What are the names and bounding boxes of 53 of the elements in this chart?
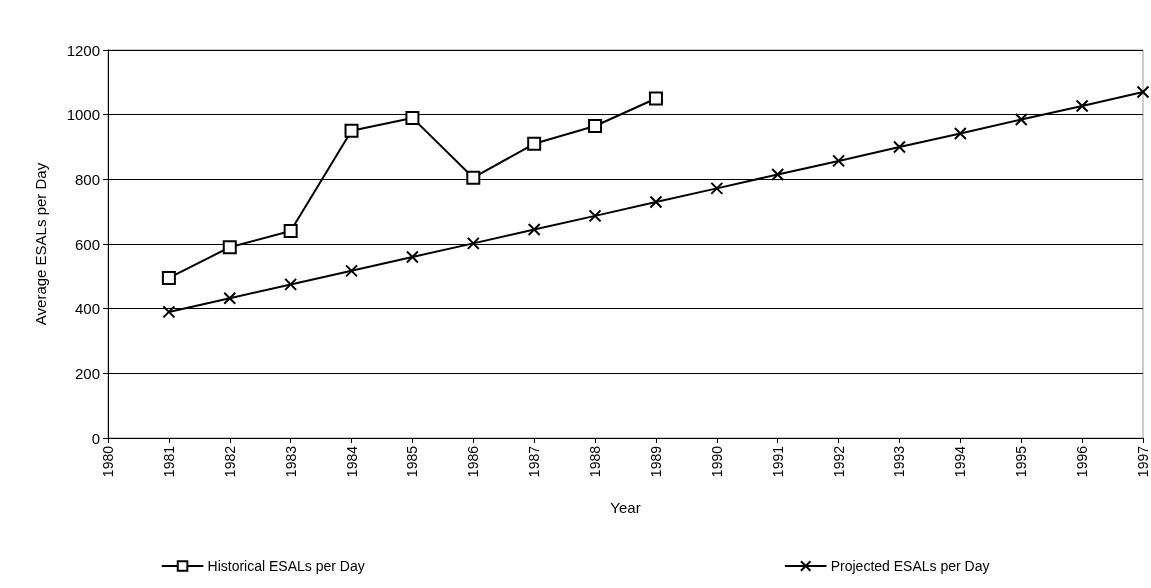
point: [648, 91, 663, 106]
point: [222, 240, 237, 255]
point: [405, 110, 420, 125]
y-tick-label: 200: [74, 364, 100, 382]
x-tick-label: 1982: [221, 445, 238, 478]
point: [953, 126, 967, 140]
point: [588, 209, 602, 223]
point: [466, 236, 480, 250]
x-tick-label: 1984: [343, 445, 360, 478]
point: [405, 250, 419, 264]
point: [771, 167, 785, 181]
x-tick-label: 1986: [465, 445, 482, 478]
x-tick-label: 1980: [100, 445, 116, 478]
x-tick-label: 1988: [587, 445, 604, 478]
point: [1014, 113, 1028, 127]
legend-label: Historical ESALs per Day: [207, 558, 365, 574]
x-tick-label: 1985: [404, 445, 421, 478]
y-tick-label: 800: [74, 170, 100, 188]
y-tick-label: 1000: [66, 106, 100, 124]
point: [527, 222, 541, 236]
y-tick-label: 400: [74, 300, 100, 318]
point: [223, 291, 237, 305]
y-tick-label: 600: [74, 235, 100, 253]
x-tick-label: 1992: [830, 445, 847, 478]
x-tick-label: 1997: [1135, 445, 1151, 478]
point: [466, 170, 481, 185]
point: [283, 224, 298, 239]
y-tick-label: 0: [91, 429, 100, 447]
point: [892, 140, 906, 154]
point: [1075, 99, 1089, 113]
point: [527, 136, 542, 151]
x-tick-label: 1996: [1074, 445, 1091, 478]
point: [344, 123, 359, 138]
point: [588, 118, 603, 133]
legend-label: Projected ESALs per Day: [830, 558, 990, 574]
x-tick-label: 1993: [891, 445, 908, 478]
point: [710, 181, 724, 195]
x-tick-label: 1990: [708, 445, 725, 478]
point: [284, 277, 298, 291]
x-tick-label: 1995: [1013, 445, 1030, 478]
point: [345, 264, 359, 278]
x-tick-label: 1983: [282, 445, 299, 478]
x-tick-label: 1994: [952, 445, 969, 478]
y-tick-label: 1200: [66, 41, 100, 59]
x-tick-label: 1981: [160, 445, 177, 478]
x-tick-label: 1989: [647, 445, 664, 478]
point: [161, 270, 176, 285]
x-tick-label: 1987: [526, 445, 543, 478]
point: [832, 154, 846, 168]
x-axis-title: Year: [610, 499, 641, 516]
point: [649, 195, 663, 209]
y-axis-title: Average ESALs per Day: [32, 162, 49, 326]
x-tick-label: 1991: [769, 445, 786, 478]
